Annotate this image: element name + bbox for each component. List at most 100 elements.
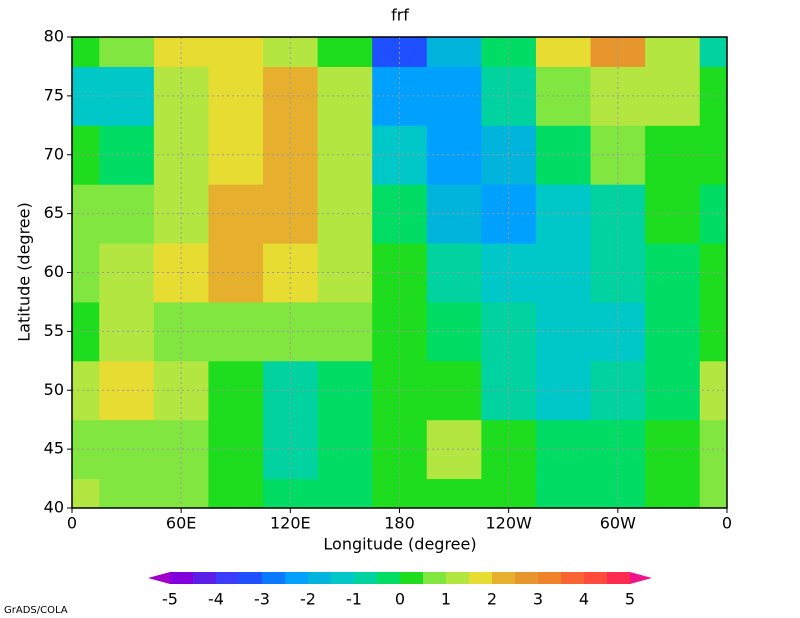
- field-cell: [590, 37, 646, 67]
- field-cell: [208, 184, 264, 244]
- field-cell: [208, 301, 264, 362]
- x-tick-label: 0: [67, 514, 77, 533]
- field-cell: [699, 37, 728, 67]
- field-cell: [645, 37, 701, 67]
- colorbar-label: 1: [441, 590, 451, 609]
- field-cell: [72, 301, 100, 362]
- y-tick-label: 40: [44, 498, 64, 517]
- field-cell: [317, 243, 373, 303]
- y-tick-label: 80: [44, 27, 64, 46]
- field-cell: [317, 66, 373, 126]
- y-tick-label: 55: [44, 321, 64, 340]
- x-tick-label: 120E: [270, 514, 311, 533]
- field-cell: [208, 37, 264, 67]
- field-cell: [317, 419, 373, 480]
- colorbar-box: [239, 572, 263, 584]
- field-cell: [263, 37, 319, 67]
- field-cell: [699, 478, 728, 509]
- x-tick-label: 60W: [600, 514, 636, 533]
- colorbar-label: -3: [254, 590, 270, 609]
- y-axis-label: Latitude (degree): [15, 202, 34, 342]
- x-tick-label: 60E: [166, 514, 196, 533]
- colorbar-label: -5: [162, 590, 178, 609]
- field-cell: [372, 66, 428, 126]
- colorbar-box: [400, 572, 424, 584]
- field-cell: [263, 360, 319, 421]
- colorbar-box: [216, 572, 240, 584]
- field-cell: [372, 37, 428, 67]
- field-cell: [372, 125, 428, 185]
- x-tick-label: 0: [722, 514, 732, 533]
- x-axis-label: Longitude (degree): [323, 535, 476, 554]
- colorbar-box: [423, 572, 447, 584]
- field-cell: [645, 478, 701, 509]
- field-cell: [317, 125, 373, 185]
- field-cell: [426, 37, 482, 67]
- colorbar-box: [492, 572, 516, 584]
- colorbar-box: [515, 572, 539, 584]
- colorbar-box: [377, 572, 401, 584]
- field-cell: [153, 37, 209, 67]
- field-cell: [535, 37, 592, 67]
- y-tick-label: 75: [44, 85, 64, 104]
- x-tick-label: 120W: [485, 514, 532, 533]
- y-tick-label: 60: [44, 262, 64, 281]
- colorbar-label: 5: [625, 590, 635, 609]
- field-cell: [208, 243, 264, 303]
- field-cell: [72, 37, 100, 67]
- colorbar-box: [469, 572, 493, 584]
- colorbar-box: [446, 572, 470, 584]
- colorbar-arrow: [630, 572, 652, 584]
- colorbar-arrow: [148, 572, 170, 584]
- field-cell: [263, 66, 319, 126]
- field-cell: [72, 184, 100, 244]
- colorbar-box: [285, 572, 309, 584]
- field-cell: [72, 478, 100, 509]
- colorbar-label: -1: [346, 590, 362, 609]
- x-tick-label: 180: [384, 514, 415, 533]
- field-cell: [72, 360, 100, 421]
- colorbar-box: [308, 572, 332, 584]
- y-tick-label: 70: [44, 144, 64, 163]
- field-cell: [208, 66, 264, 126]
- chart-title: frf: [391, 6, 409, 25]
- field-cell: [72, 419, 100, 480]
- colorbar-label: 3: [533, 590, 543, 609]
- colorbar-box: [170, 572, 194, 584]
- field-cell: [426, 478, 482, 509]
- field-cell: [99, 37, 155, 67]
- field-cell: [72, 125, 100, 185]
- field-cell: [99, 478, 155, 509]
- field-cell: [208, 419, 264, 480]
- y-tick-label: 65: [44, 203, 64, 222]
- colorbar-box: [262, 572, 286, 584]
- colorbar-box: [193, 572, 217, 584]
- colorbar-label: 4: [579, 590, 589, 609]
- field-cell: [208, 478, 264, 509]
- colorbar-box: [331, 572, 355, 584]
- field-cell: [317, 301, 373, 362]
- colorbar-label: -2: [300, 590, 316, 609]
- colorbar-box: [607, 572, 631, 584]
- y-tick-label: 50: [44, 380, 64, 399]
- field-cell: [208, 125, 264, 185]
- field-cell: [317, 360, 373, 421]
- colorbar-label: -4: [208, 590, 224, 609]
- field-cell: [317, 37, 373, 67]
- field-cell: [535, 478, 592, 509]
- field-cell: [317, 184, 373, 244]
- field-cell: [317, 478, 373, 509]
- colorbar-box: [354, 572, 378, 584]
- field-cell: [72, 243, 100, 303]
- field-cell: [263, 125, 319, 185]
- colorbar-label: 0: [395, 590, 405, 609]
- colorbar-label: 2: [487, 590, 497, 609]
- colorbar-box: [584, 572, 608, 584]
- plot-frame: [71, 36, 728, 509]
- field-cell: [481, 37, 537, 67]
- footer: GrADS/COLA: [4, 605, 68, 616]
- field-cell: [372, 360, 428, 421]
- y-tick-label: 45: [44, 439, 64, 458]
- colorbar-box: [561, 572, 585, 584]
